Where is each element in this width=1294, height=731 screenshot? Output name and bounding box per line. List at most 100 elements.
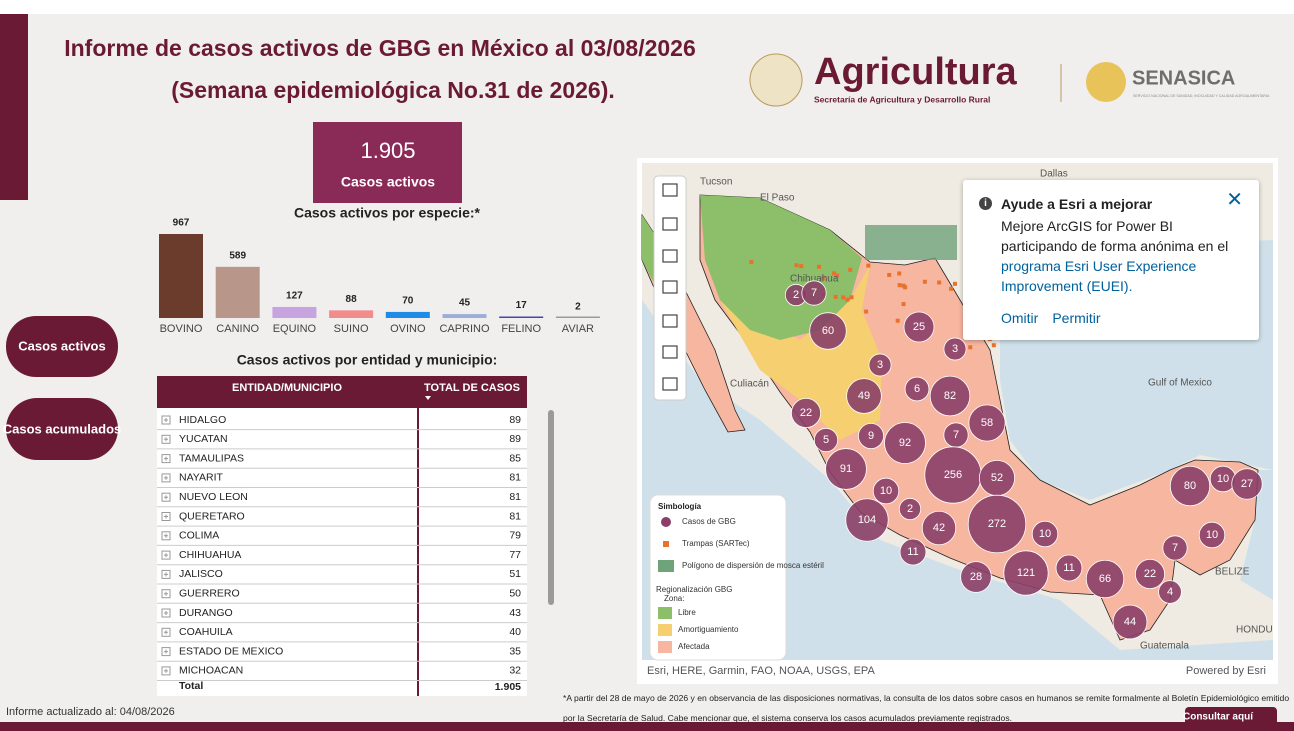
cluster-label: 121 bbox=[1017, 567, 1035, 579]
row-name: ESTADO DE MEXICO bbox=[179, 645, 283, 657]
popup-buttons: Omitir Permitir bbox=[1001, 308, 1243, 328]
top-strip bbox=[0, 0, 1294, 14]
zone-buffer bbox=[720, 265, 882, 440]
case-cluster bbox=[1031, 520, 1059, 548]
case-cluster bbox=[1134, 558, 1166, 590]
cluster-label: 10 bbox=[880, 485, 892, 497]
cluster-label: 25 bbox=[913, 321, 925, 333]
legend-title: Simbología bbox=[658, 502, 702, 511]
row-value: 81 bbox=[509, 472, 521, 484]
consult-button-label[interactable]: Consultar aquí bbox=[1183, 712, 1254, 723]
bar-value-label: 70 bbox=[402, 296, 414, 307]
case-cluster bbox=[898, 497, 922, 521]
table-title: Casos activos por entidad y municipio: bbox=[237, 352, 498, 368]
legend-label: Casos de GBG bbox=[682, 517, 736, 526]
expand-plus bbox=[164, 572, 168, 577]
case-cluster bbox=[846, 378, 882, 414]
cluster-label: 5 bbox=[823, 434, 829, 446]
cluster-label: 11 bbox=[1063, 562, 1074, 574]
row-name: YUCATAN bbox=[179, 433, 228, 445]
cluster-label: 6 bbox=[914, 383, 920, 395]
logo-senasica-sub: SERVICIO NACIONAL DE SANIDAD, INOCUIDAD … bbox=[1133, 94, 1270, 98]
nav-button[interactable] bbox=[6, 316, 118, 377]
bar-value-label: 17 bbox=[516, 300, 528, 311]
cluster-label: 49 bbox=[858, 390, 870, 402]
trap-marker bbox=[897, 271, 902, 276]
case-cluster bbox=[967, 494, 1027, 554]
trap-marker bbox=[866, 263, 871, 268]
legend-box bbox=[649, 494, 787, 661]
cluster-label: 256 bbox=[944, 469, 962, 481]
cluster-label: 272 bbox=[988, 518, 1006, 530]
row-value: 40 bbox=[509, 626, 521, 638]
popup-button[interactable]: Permitir bbox=[1052, 310, 1101, 326]
map-attribution: Esri, HERE, Garmin, FAO, NOAA, USGS, EPA bbox=[647, 665, 875, 677]
toolbar-icon[interactable] bbox=[662, 217, 678, 231]
case-cluster bbox=[1231, 468, 1263, 500]
cluster-label: 58 bbox=[981, 417, 993, 429]
case-cluster bbox=[884, 422, 926, 464]
case-cluster bbox=[899, 538, 927, 566]
kpi-label: Casos activos bbox=[341, 174, 435, 190]
toolbar-icon[interactable] bbox=[662, 314, 678, 328]
case-cluster bbox=[968, 404, 1006, 442]
nav-button-label[interactable]: Casos activos bbox=[18, 338, 105, 353]
logo-agricultura-sub: Secretaría de Agricultura y Desarrollo R… bbox=[814, 94, 990, 104]
case-cluster bbox=[1112, 604, 1148, 640]
case-cluster bbox=[1198, 521, 1226, 549]
x-tick-label: FELINO bbox=[501, 323, 541, 335]
chart-title: Casos activos por especie:* bbox=[294, 205, 481, 221]
senasica-icon bbox=[1086, 62, 1126, 102]
column-header: ENTIDAD/MUNICIPIO bbox=[232, 382, 342, 394]
bar bbox=[555, 316, 600, 318]
consult-button[interactable] bbox=[1185, 707, 1277, 727]
expand-icon bbox=[161, 454, 171, 464]
close-button[interactable]: ✕ bbox=[1226, 189, 1243, 211]
expand-plus bbox=[164, 475, 168, 480]
toolbar-icon[interactable] bbox=[662, 377, 678, 391]
scrollbar[interactable] bbox=[548, 410, 554, 605]
x-tick-label: AVIAR bbox=[562, 323, 594, 335]
x-tick-label: EQUINO bbox=[273, 323, 317, 335]
trap-marker bbox=[841, 295, 846, 300]
case-cluster bbox=[1085, 559, 1125, 599]
toolbar-icon[interactable] bbox=[662, 345, 678, 359]
row-name: NAYARIT bbox=[179, 472, 224, 484]
toolbar-icon[interactable] bbox=[662, 183, 678, 197]
popup-title: Ayude a Esri a mejorar bbox=[1001, 196, 1153, 212]
expand-plus bbox=[164, 649, 168, 654]
row-value: 81 bbox=[509, 510, 521, 522]
nav-button[interactable] bbox=[6, 398, 118, 460]
case-cluster bbox=[1055, 554, 1083, 582]
row-name: NUEVO LEON bbox=[179, 491, 248, 503]
place-label: Dallas bbox=[1040, 169, 1068, 180]
case-cluster bbox=[809, 312, 847, 350]
trap-marker bbox=[887, 272, 892, 277]
emblem bbox=[749, 53, 803, 107]
case-cluster bbox=[813, 427, 839, 453]
expand-icon bbox=[161, 608, 171, 618]
popup-body: Mejore ArcGIS for Power BI participando … bbox=[1001, 218, 1229, 254]
popup-link[interactable]: programa Esri User Experience Improvemen… bbox=[1001, 258, 1197, 294]
nav-button-label[interactable]: Casos acumulados bbox=[3, 421, 122, 436]
toolbar-icon[interactable] bbox=[662, 249, 678, 263]
cluster-label: 9 bbox=[868, 430, 874, 442]
place-label: El Paso bbox=[760, 193, 795, 204]
map-pacific bbox=[642, 300, 1273, 660]
expand-plus bbox=[164, 514, 168, 519]
toolbar-icon[interactable] bbox=[662, 280, 678, 294]
legend-swatch bbox=[661, 517, 671, 527]
expand-icon bbox=[161, 531, 171, 541]
trap-marker bbox=[849, 295, 854, 300]
case-cluster bbox=[858, 422, 885, 449]
cluster-label: 22 bbox=[1144, 568, 1156, 580]
cluster-label: 7 bbox=[811, 287, 817, 299]
row-value: 85 bbox=[509, 452, 521, 464]
popup-button[interactable]: Omitir bbox=[1001, 310, 1039, 326]
row-name: JALISCO bbox=[179, 568, 223, 580]
row-value: 89 bbox=[509, 433, 521, 445]
bar bbox=[385, 311, 430, 318]
updated-text: Informe actualizado al: 04/08/2026 bbox=[6, 706, 175, 718]
row-name: CHIHUAHUA bbox=[179, 549, 241, 561]
trap-marker bbox=[922, 279, 927, 284]
